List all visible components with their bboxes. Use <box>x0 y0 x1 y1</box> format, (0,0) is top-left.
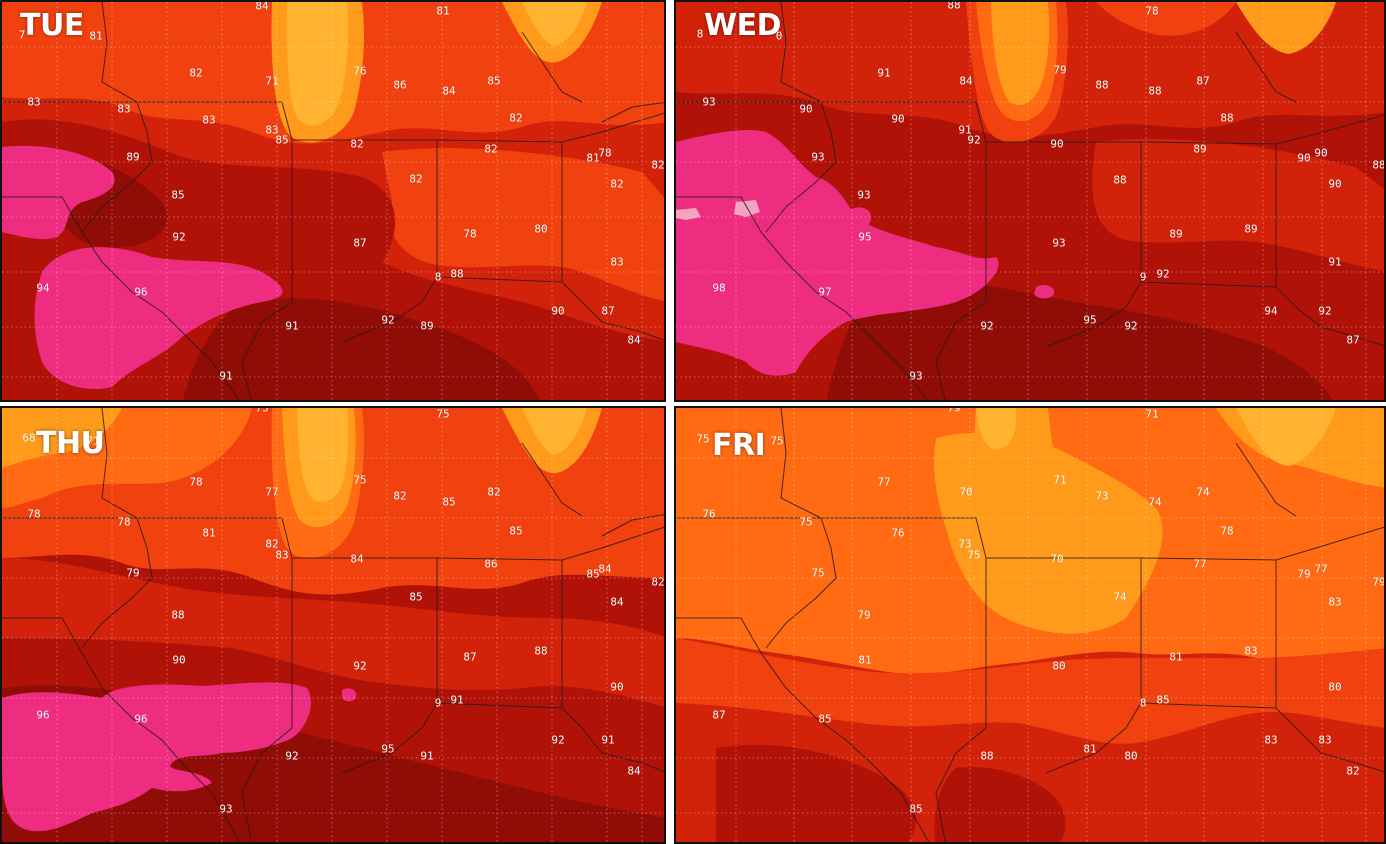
zone-95-100-south <box>183 298 540 400</box>
graticule <box>676 408 1384 842</box>
state-borders <box>676 2 1384 400</box>
zone-100-plus <box>2 682 312 832</box>
zone-100-plus <box>2 145 115 240</box>
zone-85-90-east <box>1092 138 1384 272</box>
temperature-map-tue <box>2 2 664 400</box>
graticule <box>2 2 664 400</box>
zone-100-plus-e <box>1034 284 1055 299</box>
zone-100-plus-2 <box>34 247 283 390</box>
lake-michigan <box>991 2 1050 106</box>
day-label-wed: WED <box>704 8 782 43</box>
day-label-fri: FRI <box>712 428 766 463</box>
zone-65-70-nw <box>976 408 1017 450</box>
map-panel-wed: WED 88 78 8 0 91 84 79 88 88 87 93 90 90 88 91 92 90 89 90… <box>674 0 1386 402</box>
day-label-thu: THU <box>36 426 105 461</box>
map-panel-fri: FRI 79 71 75 75 77 70 71 73 74 74 76 75 76 78 73 75 70 77… <box>674 406 1386 844</box>
day-label-tue: TUE <box>20 8 84 43</box>
state-borders <box>2 408 664 842</box>
zone-105-plus <box>676 200 760 220</box>
zone-100-plus <box>676 130 999 376</box>
zone-95-100-south <box>826 279 1334 400</box>
temperature-map-wed <box>676 2 1384 400</box>
state-borders <box>2 2 664 400</box>
zone-80-85-east <box>382 148 664 302</box>
temperature-map-thu <box>2 408 664 842</box>
map-panel-thu: THU 75 75 68 71 78 77 75 82 82 85 78 78 81 85 82 83 84 86… <box>0 406 666 844</box>
lake-michigan <box>297 408 349 502</box>
zone-80-85-top <box>1096 2 1236 36</box>
lake-huron-top <box>1236 2 1336 54</box>
zone-100-plus-e <box>342 688 357 702</box>
zone-80-85 <box>676 638 1384 744</box>
zone-70-75-nw <box>2 408 122 468</box>
lake-huron-top <box>1236 408 1336 466</box>
graticule <box>2 408 664 842</box>
zone-85-90 <box>2 558 664 707</box>
zone-90-95-south <box>716 744 916 842</box>
zone-90-95-south-2 <box>934 767 1066 842</box>
map-panel-tue: TUE 84 81 7 81 82 71 76 86 85 84 83 83 83 82 83 85 82 82 8… <box>0 0 666 402</box>
lake-michigan <box>286 2 349 126</box>
state-borders <box>676 408 1384 842</box>
lake-huron-top <box>522 2 587 46</box>
temperature-map-fri <box>676 408 1384 842</box>
graticule <box>676 2 1384 400</box>
lake-huron-top-2 <box>522 408 587 455</box>
zone-100-plus-ne <box>846 207 871 231</box>
